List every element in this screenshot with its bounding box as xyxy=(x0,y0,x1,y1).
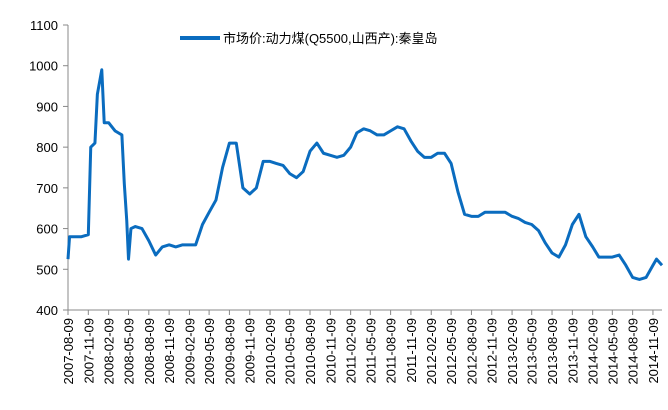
y-tick-label: 1000 xyxy=(29,59,58,74)
x-tick-label: 2013-05-09 xyxy=(525,318,540,385)
x-tick-label: 2009-05-09 xyxy=(202,318,217,385)
x-tick-label: 2011-11-09 xyxy=(404,318,419,383)
x-tick-label: 2014-02-09 xyxy=(586,318,601,385)
x-tick-label: 2013-11-09 xyxy=(565,318,580,384)
x-tick-label: 2010-11-09 xyxy=(323,318,338,384)
x-tick-label: 2009-11-09 xyxy=(243,318,258,384)
x-tick-label: 2011-02-09 xyxy=(344,318,359,384)
y-tick-label: 400 xyxy=(36,303,58,318)
x-tick-label: 2008-08-09 xyxy=(142,318,157,385)
x-tick-label: 2008-11-09 xyxy=(162,318,177,384)
x-tick-label: 2010-08-09 xyxy=(303,318,318,385)
x-tick-label: 2008-02-09 xyxy=(102,318,117,385)
x-tick-label: 2011-08-09 xyxy=(384,318,399,384)
x-tick-label: 2009-08-09 xyxy=(222,318,237,385)
x-tick-label: 2014-11-09 xyxy=(646,318,661,384)
y-tick-label: 900 xyxy=(36,99,58,114)
x-tick-label: 2013-08-09 xyxy=(545,318,560,385)
x-tick-label: 2012-05-09 xyxy=(444,318,459,385)
x-tick-label: 2010-05-09 xyxy=(283,318,298,385)
y-tick-label: 500 xyxy=(36,262,58,277)
x-tick-label: 2008-05-09 xyxy=(122,318,137,385)
y-tick-label: 600 xyxy=(36,222,58,237)
x-tick-label: 2011-05-09 xyxy=(363,318,378,384)
y-tick-label: 700 xyxy=(36,181,58,196)
legend-label: 市场价:动力煤(Q5500,山西产):秦皇岛 xyxy=(223,31,438,46)
x-tick-label: 2012-08-09 xyxy=(464,318,479,385)
x-tick-label: 2007-08-09 xyxy=(61,318,76,385)
x-tick-label: 2013-02-09 xyxy=(505,318,520,385)
x-tick-label: 2014-08-09 xyxy=(626,318,641,385)
x-tick-label: 2012-02-09 xyxy=(424,318,439,385)
x-tick-label: 2009-02-09 xyxy=(182,318,197,385)
x-tick-label: 2007-11-09 xyxy=(81,318,96,384)
x-tick-label: 2012-11-09 xyxy=(485,318,500,384)
x-tick-label: 2010-02-09 xyxy=(263,318,278,385)
line xyxy=(66,68,664,281)
y-tick-label: 800 xyxy=(36,140,58,155)
x-tick-label: 2014-05-09 xyxy=(605,318,620,385)
y-tick-label: 1100 xyxy=(30,18,58,33)
